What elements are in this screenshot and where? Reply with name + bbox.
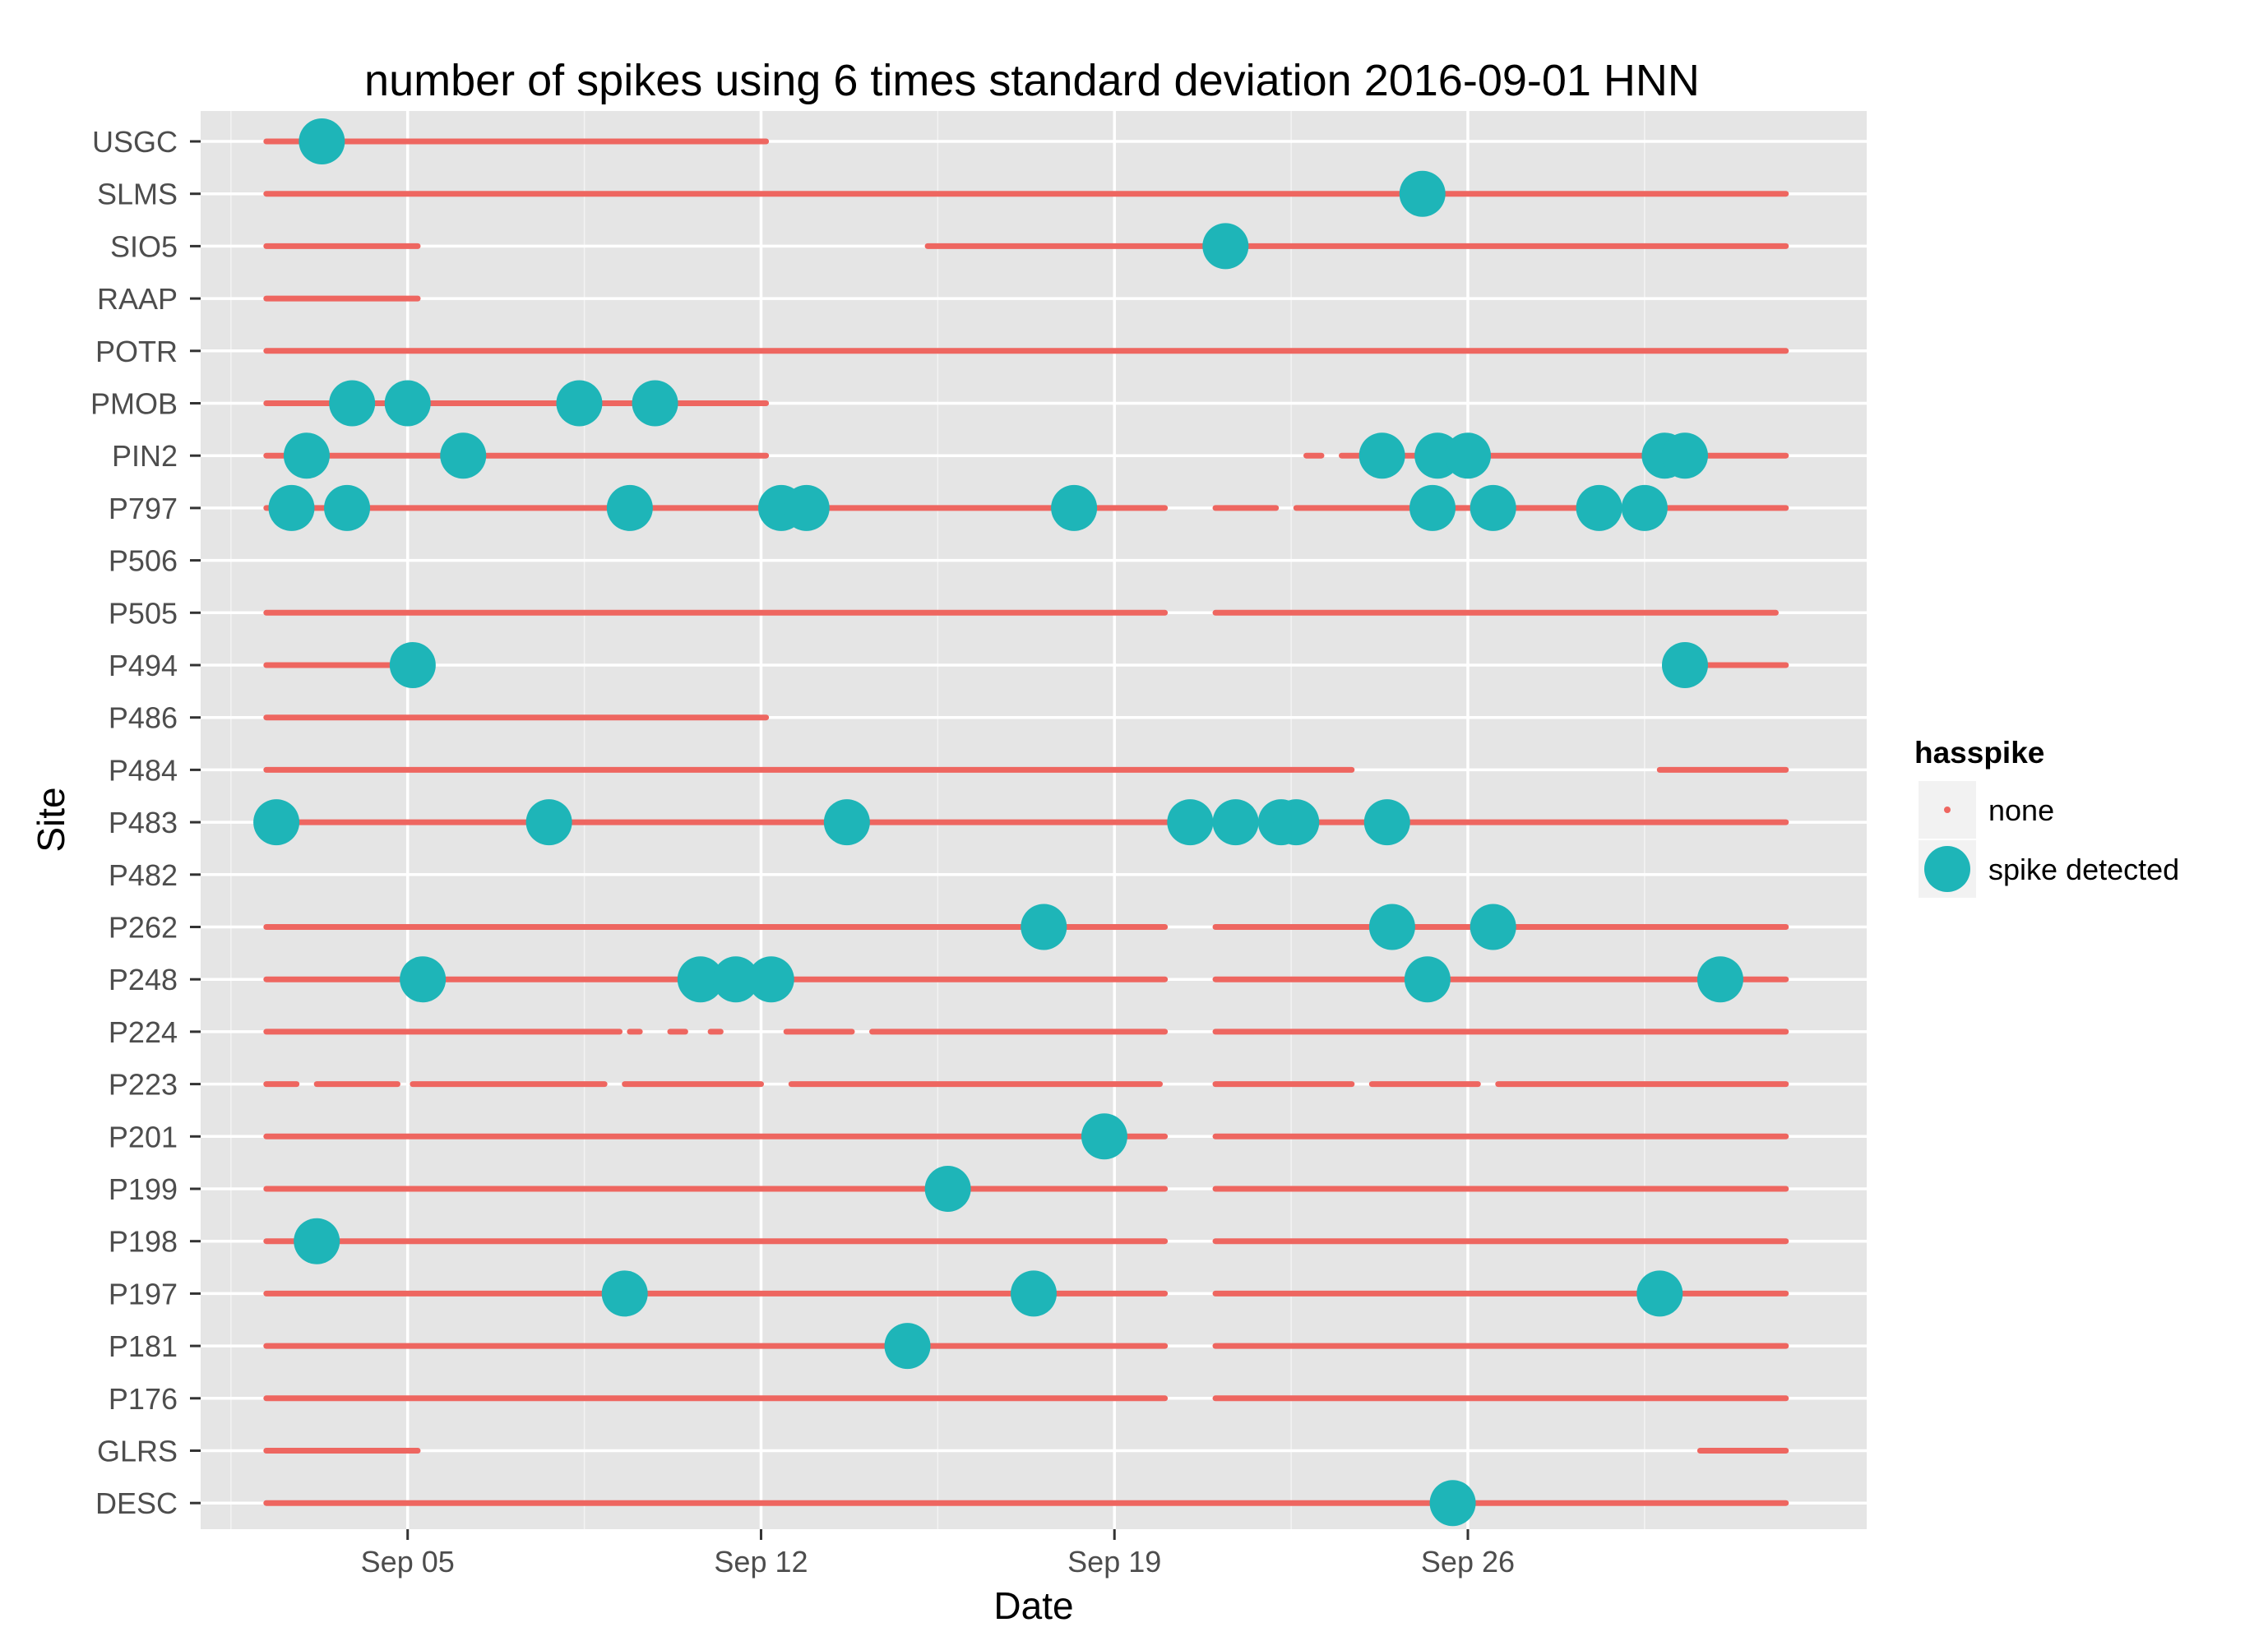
spike-point bbox=[606, 484, 653, 531]
legend-label-none: none bbox=[1988, 793, 2054, 827]
y-tick-label: P482 bbox=[109, 858, 178, 892]
y-tick-label: P223 bbox=[109, 1068, 178, 1102]
legend: hasspike none spike detected bbox=[1914, 736, 2179, 898]
spike-point bbox=[1273, 799, 1320, 846]
y-tick-label: USGC bbox=[92, 125, 178, 159]
chart-title: number of spikes using 6 times standard … bbox=[364, 56, 1700, 105]
y-tick-label: DESC bbox=[95, 1486, 178, 1520]
y-tick-label: P198 bbox=[109, 1225, 178, 1259]
spike-point bbox=[1051, 484, 1098, 531]
y-tick-label: P484 bbox=[109, 753, 178, 787]
spike-point bbox=[924, 1166, 971, 1212]
spike-point bbox=[440, 432, 487, 479]
spike-point bbox=[1081, 1113, 1127, 1160]
x-tick-label: Sep 05 bbox=[361, 1545, 455, 1579]
spike-point bbox=[1661, 432, 1708, 479]
spike-point bbox=[294, 1218, 340, 1264]
spike-point bbox=[1636, 1270, 1683, 1317]
x-axis-title: Date bbox=[993, 1584, 1073, 1627]
y-tick-label: P483 bbox=[109, 806, 178, 839]
y-tick-label: P262 bbox=[109, 911, 178, 945]
y-tick-label: PMOB bbox=[90, 387, 178, 421]
spike-point bbox=[1621, 484, 1668, 531]
spike-point bbox=[783, 484, 830, 531]
spike-point bbox=[823, 799, 870, 846]
y-tick-label: P505 bbox=[109, 596, 178, 630]
spike-point bbox=[525, 799, 572, 846]
y-tick-label: SLMS bbox=[97, 178, 178, 211]
y-tick-label: P486 bbox=[109, 701, 178, 735]
spike-point bbox=[389, 642, 436, 688]
y-tick-label: P494 bbox=[109, 649, 178, 682]
spike-series bbox=[253, 118, 1743, 1527]
y-tick-label: P201 bbox=[109, 1120, 178, 1153]
spike-point bbox=[556, 380, 603, 427]
spike-point bbox=[329, 380, 376, 427]
spike-point bbox=[324, 484, 371, 531]
x-axis: Sep 05 Sep 12 Sep 19 Sep 26 bbox=[361, 1529, 1515, 1579]
spike-point bbox=[748, 956, 794, 1003]
y-axis: USGC SLMS SIO5 RAAP POTR PMOB PIN2 P797 P506 P505… bbox=[90, 125, 201, 1520]
spike-point bbox=[1358, 432, 1405, 479]
legend-label-spike: spike detected bbox=[1988, 853, 2179, 886]
spike-point bbox=[712, 956, 759, 1003]
spike-point bbox=[1576, 484, 1622, 531]
spike-point bbox=[1409, 484, 1456, 531]
spike-point bbox=[253, 799, 300, 846]
legend-key-spike-dot bbox=[1924, 846, 1970, 892]
spike-point bbox=[1470, 904, 1516, 950]
none-series bbox=[263, 138, 1789, 1506]
spike-point bbox=[283, 432, 330, 479]
x-tick-label: Sep 26 bbox=[1421, 1545, 1515, 1579]
y-tick-label: P181 bbox=[109, 1329, 178, 1363]
y-tick-label: RAAP bbox=[97, 282, 178, 316]
y-tick-label: P506 bbox=[109, 544, 178, 578]
legend-title: hasspike bbox=[1914, 736, 2044, 770]
y-axis-title: Site bbox=[30, 787, 72, 852]
spike-point bbox=[677, 956, 724, 1003]
spike-point bbox=[1661, 642, 1708, 688]
spike-point bbox=[1011, 1270, 1057, 1317]
spike-point bbox=[1363, 799, 1410, 846]
spike-point bbox=[1470, 484, 1516, 531]
spike-point bbox=[299, 118, 345, 164]
legend-key-none-dot bbox=[1944, 807, 1951, 813]
y-tick-label: P197 bbox=[109, 1277, 178, 1310]
spike-point bbox=[1696, 956, 1743, 1003]
y-tick-label: P797 bbox=[109, 492, 178, 525]
spike-point bbox=[1202, 223, 1249, 270]
spike-point bbox=[384, 380, 431, 427]
y-tick-label: P176 bbox=[109, 1382, 178, 1416]
spike-point bbox=[1444, 432, 1491, 479]
spike-point bbox=[1021, 904, 1067, 950]
spike-point bbox=[1167, 799, 1214, 846]
x-tick-label: Sep 12 bbox=[714, 1545, 808, 1579]
y-tick-label: SIO5 bbox=[110, 229, 178, 263]
spike-point bbox=[400, 956, 447, 1003]
spike-point bbox=[1399, 170, 1446, 217]
y-tick-label: PIN2 bbox=[112, 439, 178, 473]
spike-point bbox=[268, 484, 315, 531]
y-tick-label: P199 bbox=[109, 1172, 178, 1206]
y-tick-label: GLRS bbox=[97, 1435, 178, 1468]
spike-point bbox=[1212, 799, 1259, 846]
spike-point bbox=[1404, 956, 1451, 1003]
y-tick-label: P224 bbox=[109, 1015, 178, 1049]
spike-point bbox=[601, 1270, 648, 1317]
y-tick-label: P248 bbox=[109, 963, 178, 996]
y-tick-label: POTR bbox=[95, 335, 178, 368]
spike-point bbox=[1368, 904, 1415, 950]
spike-point bbox=[632, 380, 678, 427]
x-tick-label: Sep 19 bbox=[1067, 1545, 1161, 1579]
spike-point bbox=[884, 1323, 931, 1370]
spike-point bbox=[1429, 1480, 1476, 1527]
